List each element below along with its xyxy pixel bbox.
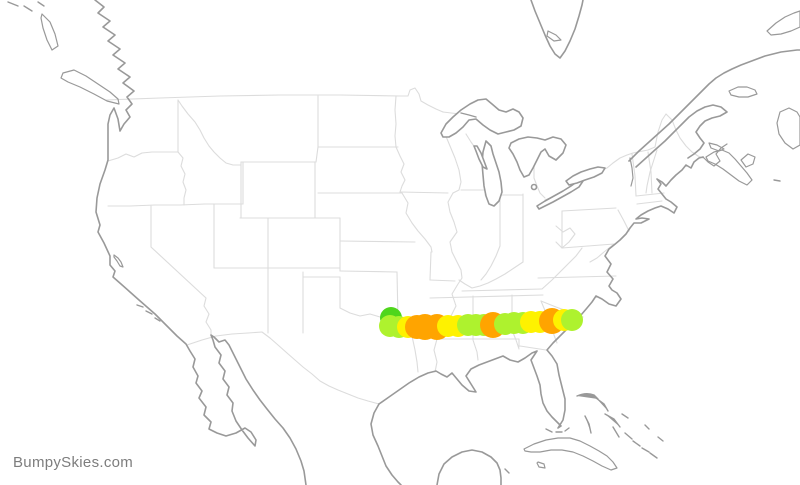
state-border xyxy=(401,192,433,253)
coast-mexico-gulf xyxy=(370,403,402,485)
new-brunswick-fundy-coast xyxy=(702,143,728,167)
coast-gulf-atlantic xyxy=(378,156,704,429)
cuba xyxy=(523,437,618,471)
akimiski-island xyxy=(546,30,562,42)
nova-scotia xyxy=(705,149,753,186)
state-border xyxy=(315,95,319,163)
san-francisco-bay xyxy=(113,254,124,268)
state-border xyxy=(541,247,583,290)
state-border xyxy=(107,203,244,207)
state-border xyxy=(555,225,576,249)
isla-juventud xyxy=(536,461,546,469)
bahamas-islands xyxy=(576,393,664,459)
state-border xyxy=(636,200,663,205)
turbulence-route xyxy=(379,307,583,340)
state-border xyxy=(394,95,406,193)
lake-michigan xyxy=(481,140,503,207)
state-border xyxy=(461,288,543,292)
state-border xyxy=(150,205,212,337)
border-canada-us-northeast xyxy=(632,113,704,159)
state-border xyxy=(561,207,617,212)
state-border xyxy=(429,251,432,281)
state-border xyxy=(561,243,615,263)
st-lawrence-north-shore xyxy=(628,49,800,162)
vancouver-island xyxy=(60,69,120,105)
state-border xyxy=(177,151,187,206)
lake-ontario xyxy=(565,166,606,186)
coastlines xyxy=(7,0,800,485)
state-border xyxy=(107,151,179,162)
coast-pacific-baja-mexico xyxy=(94,0,307,485)
lake-erie xyxy=(536,180,584,210)
state-border xyxy=(458,261,524,289)
state-border xyxy=(429,279,456,282)
yucatan-peninsula xyxy=(436,449,502,485)
state-border xyxy=(645,149,658,194)
turbulence-segment-light xyxy=(561,309,583,331)
state-border xyxy=(635,192,665,197)
state-border xyxy=(519,345,547,351)
border-mexico-us xyxy=(186,331,380,405)
lake-champlain xyxy=(629,157,634,187)
state-border xyxy=(537,275,617,279)
lake-huron xyxy=(508,136,567,178)
cape-breton-island xyxy=(740,153,756,168)
florida-keys xyxy=(545,427,570,433)
state-border xyxy=(177,99,242,166)
cozumel-island xyxy=(504,468,510,474)
state-border xyxy=(447,192,458,233)
state-border xyxy=(480,192,501,281)
sable-island xyxy=(773,179,781,182)
state-border xyxy=(647,151,653,194)
state-border xyxy=(444,133,462,194)
lake-st-clair xyxy=(530,183,538,191)
green-bay xyxy=(473,145,488,170)
newfoundland-southwest xyxy=(776,107,800,150)
state-border xyxy=(631,153,637,197)
haida-gwaii-island xyxy=(40,13,59,51)
anticosti-island xyxy=(728,86,758,98)
james-bay xyxy=(530,0,584,59)
state-border xyxy=(617,209,630,232)
st-lawrence-south-shore-gaspe xyxy=(635,104,728,168)
state-border xyxy=(339,240,416,243)
state-border xyxy=(339,270,398,273)
bc-islets xyxy=(7,1,45,12)
isle-royale xyxy=(460,112,477,118)
newfoundland-north xyxy=(766,10,800,36)
channel-islands xyxy=(136,304,161,322)
great-lakes xyxy=(440,98,606,210)
state-border xyxy=(399,191,449,194)
lake-superior xyxy=(440,98,524,138)
state-border xyxy=(429,294,544,299)
border-canada-us xyxy=(105,87,444,113)
watermark: BumpySkies.com xyxy=(13,454,133,471)
bahamas-strokes xyxy=(576,393,664,459)
